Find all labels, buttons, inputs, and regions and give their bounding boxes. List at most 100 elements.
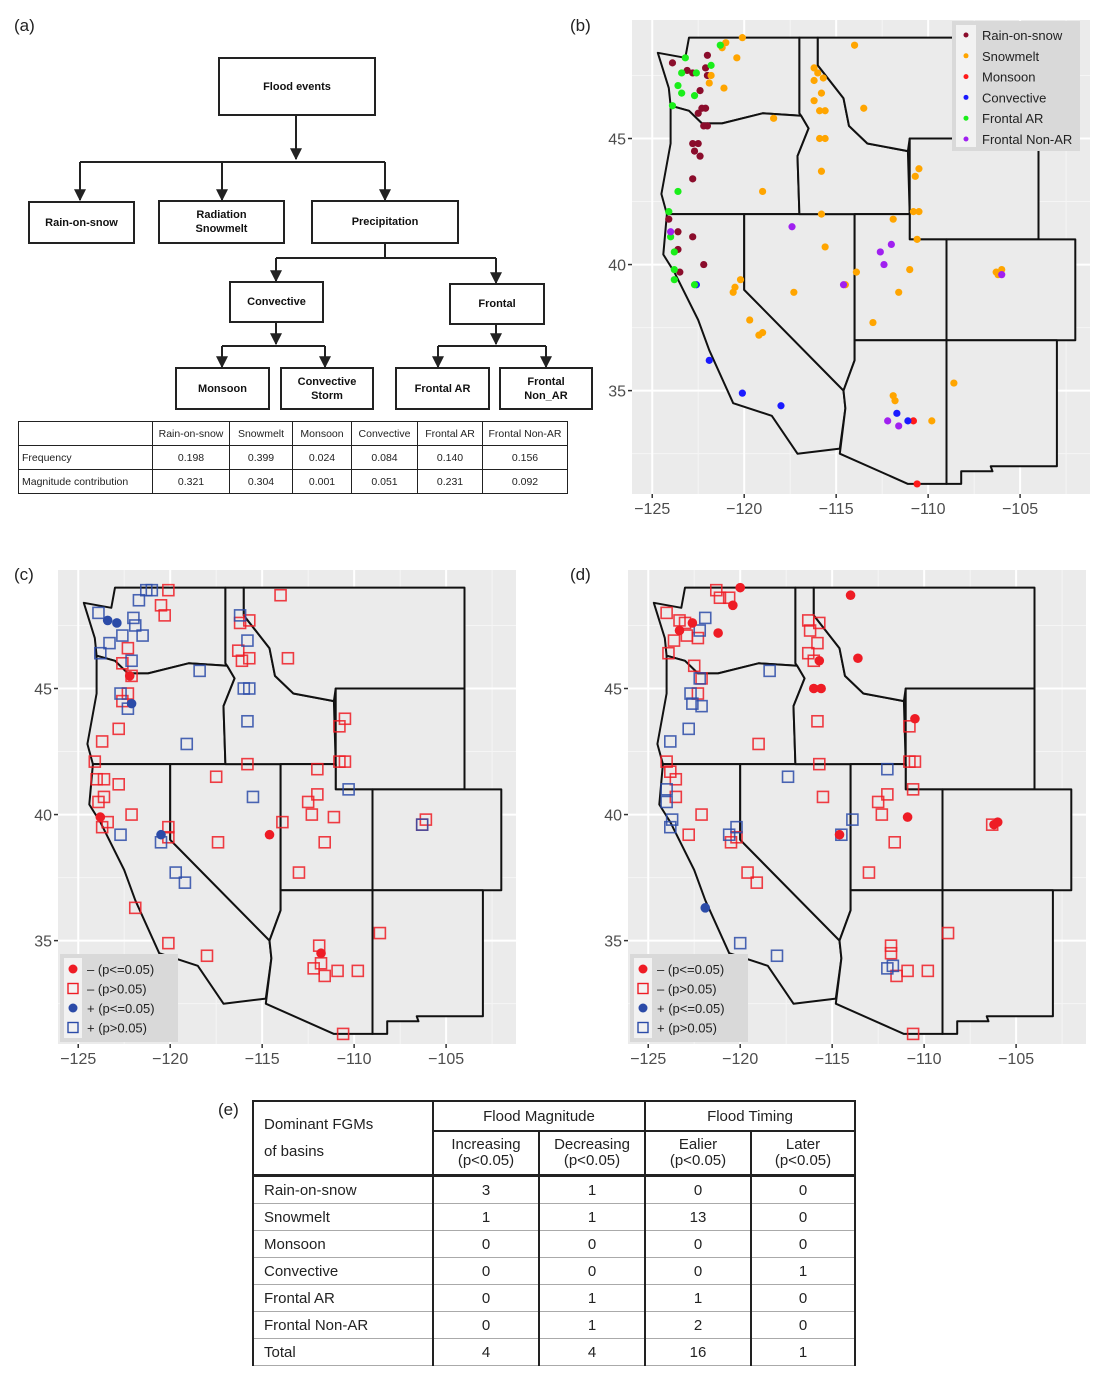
basin-point — [678, 89, 686, 97]
flowchart-node-precipitation: Precipitation — [311, 200, 459, 244]
table-cell: 0 — [432, 1230, 540, 1258]
basin-marker-circle — [816, 683, 826, 694]
fgm-frequency-table: Rain-on-snow Snowmelt Monsoon Convective… — [18, 421, 568, 494]
basin-marker-square — [667, 634, 681, 647]
state-boundaries — [652, 586, 1073, 1035]
basin-marker-circle — [853, 653, 863, 664]
basin-point — [667, 228, 675, 236]
basin-point — [722, 39, 730, 47]
y-tick-label: 40 — [34, 808, 52, 825]
table-cell: 0.084 — [351, 445, 418, 470]
table-corner-cell — [18, 421, 153, 446]
basin-marker-square — [881, 788, 894, 801]
basin-marker-square — [136, 629, 149, 642]
basin-point — [817, 167, 826, 175]
basin-point — [674, 228, 682, 236]
basin-marker-square — [886, 959, 900, 973]
panel-label-a: (a) — [14, 16, 35, 35]
basin-marker-square — [901, 964, 914, 978]
basin-point — [689, 175, 697, 183]
basin-marker-square — [373, 926, 387, 940]
basin-marker-square — [875, 808, 889, 821]
trend-summary-table: Dominant FGMs of basins Flood Magnitude … — [252, 1100, 856, 1366]
table-row: Frontal AR 0 1 1 0 — [252, 1284, 856, 1312]
table-cell: 0.092 — [482, 469, 568, 494]
basin-marker-square — [128, 619, 142, 632]
basin-point — [869, 318, 877, 327]
table-cell: 0.321 — [152, 469, 230, 494]
legend-marker — [637, 1021, 649, 1034]
table-cell: 0.231 — [417, 469, 483, 494]
table-cell: 1 — [538, 1311, 646, 1339]
table-cell: 1 — [750, 1257, 856, 1285]
basin-marker-square — [116, 656, 129, 670]
basin-marker-square — [333, 755, 346, 768]
basin-marker-square — [311, 788, 324, 801]
basin-point — [906, 266, 914, 274]
basin-marker-square — [241, 634, 254, 647]
row-header: Rain-on-snow — [252, 1175, 434, 1204]
basin-marker-square — [209, 770, 223, 784]
table-cell: 1 — [538, 1175, 646, 1204]
row-header: Frontal Non-AR — [252, 1311, 434, 1339]
basin-point — [670, 248, 678, 256]
table-cell: 0.156 — [482, 445, 568, 470]
legend-label: Frontal AR — [982, 111, 1043, 126]
table-cell: 0.399 — [229, 445, 293, 470]
basin-marker-square — [242, 651, 256, 665]
basin-point — [716, 41, 724, 49]
basin-point — [850, 41, 859, 49]
basin-marker-square — [415, 818, 429, 831]
basin-marker-square — [145, 583, 159, 597]
panel-label-d: (d) — [570, 565, 591, 584]
table-row: Frequency 0.198 0.399 0.024 0.084 0.140 … — [18, 445, 568, 470]
legend-marker — [67, 982, 79, 995]
basin-marker-square — [180, 737, 194, 751]
row-header: Magnitude contribution — [18, 469, 153, 494]
flowchart-node-frontal-non-ar: Frontal Non_AR — [499, 367, 593, 410]
legend-label: – (p>0.05) — [87, 982, 147, 997]
basin-marker-square — [812, 757, 826, 771]
basin-marker-square — [698, 611, 712, 625]
node-label: Flood events — [263, 80, 331, 93]
node-label: Precipitation — [351, 216, 419, 228]
basin-point — [852, 268, 861, 276]
basin-point — [678, 69, 686, 77]
basin-point — [880, 260, 888, 269]
basin-marker-circle — [992, 817, 1003, 827]
basin-point — [904, 417, 912, 425]
table-row: Rain-on-snow 3 1 0 0 — [252, 1175, 856, 1204]
basin-marker-circle — [112, 618, 122, 628]
basin-point — [895, 422, 903, 430]
basin-point — [788, 223, 796, 231]
node-label: Convective — [247, 296, 306, 308]
legend-label: Frontal Non-AR — [982, 132, 1072, 147]
legend-fgm: Rain-on-snow Snowmelt Monsoon Convective Fro… — [952, 21, 1080, 151]
table-cell: 0.001 — [292, 469, 352, 494]
legend-marker — [963, 53, 969, 59]
basin-marker-square — [114, 687, 127, 700]
table-cell: 0 — [750, 1203, 856, 1231]
basin-marker-circle — [735, 582, 746, 593]
basin-marker-square — [90, 772, 103, 786]
basin-marker-square — [116, 629, 129, 642]
basin-marker-square — [811, 636, 824, 650]
basin-point — [876, 248, 884, 256]
basin-point — [790, 288, 798, 296]
basin-marker-square — [884, 939, 898, 952]
basin-marker-square — [162, 583, 175, 597]
basin-point — [860, 104, 868, 112]
y-tick-label: 35 — [604, 934, 622, 951]
basin-point — [670, 276, 678, 284]
basin-marker-square — [311, 762, 324, 776]
basin-marker-square — [154, 598, 168, 612]
basin-marker-square — [730, 830, 743, 844]
table-row: Frontal Non-AR 0 1 2 0 — [252, 1311, 856, 1339]
legend-label: + (p>0.05) — [657, 1021, 717, 1036]
basin-marker-square — [730, 820, 743, 834]
basin-point — [889, 215, 897, 223]
basin-point — [720, 84, 728, 92]
legend-marker — [963, 115, 969, 121]
map-panel-d-timing-trend: −125 −120 −115 −110 −105 45 40 35– (p<=0.05) – (… — [596, 565, 1091, 1065]
legend-marker — [963, 74, 969, 80]
